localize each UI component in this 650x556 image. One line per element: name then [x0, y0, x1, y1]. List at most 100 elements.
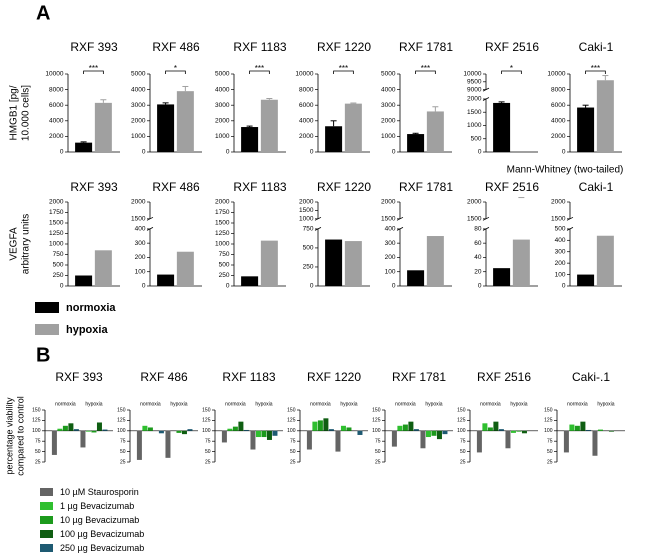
bar [505, 430, 511, 449]
group-label: hypoxia [170, 401, 187, 407]
panel-title: RXF 2516 [485, 180, 539, 194]
y-tick-label: 4000 [551, 118, 566, 125]
bar [165, 430, 171, 458]
y-tick-label: 4000 [49, 118, 64, 125]
y-tick-label: 400 [555, 237, 566, 244]
y-tick-label: 8000 [551, 86, 566, 93]
bar [243, 429, 249, 431]
y-tick-label: 2000 [49, 199, 64, 206]
y-tick-label: 200 [385, 254, 396, 261]
legend-swatch [40, 544, 53, 552]
y-tick-label: 150 [32, 407, 41, 413]
legend-label: 250 µg Bevacizumab [60, 543, 144, 553]
y-tick-label: 400 [385, 226, 396, 233]
panel-label: B [36, 344, 50, 366]
group-label: hypoxia [425, 401, 442, 407]
legend-swatch [40, 516, 53, 524]
bar [608, 430, 614, 432]
y-tick-label: 1000 [131, 133, 146, 140]
bar [325, 126, 343, 152]
group-label: hypoxia [255, 401, 272, 407]
bar [142, 425, 148, 431]
y-tick-label: 60 [474, 240, 482, 247]
y-tick-label: 0 [142, 149, 146, 156]
y-tick-label: 150 [287, 407, 296, 413]
bar [476, 430, 482, 453]
bar [62, 425, 68, 431]
y-tick-label: 1500 [49, 220, 64, 227]
bar [426, 111, 444, 152]
bar [85, 430, 91, 432]
y-tick-label: 125 [372, 418, 381, 424]
bar [241, 276, 259, 286]
bar [408, 421, 414, 431]
y-tick-label: 20 [474, 268, 482, 275]
y-tick-label: 125 [117, 418, 126, 424]
y-tick-label: 1500 [299, 207, 314, 214]
y-tick-label: 500 [555, 226, 566, 233]
y-tick-label: 4000 [381, 86, 396, 93]
y-tick-label: 150 [202, 407, 211, 413]
y-tick-label: 750 [53, 251, 64, 258]
group-label: normoxia [310, 401, 331, 407]
bar [312, 421, 318, 431]
y-tick-label: 0 [562, 149, 566, 156]
bar [272, 430, 278, 436]
bar [346, 427, 352, 431]
bar [232, 426, 238, 431]
y-tick-label: 1000 [381, 133, 396, 140]
bar [255, 430, 261, 438]
y-tick-label: 125 [32, 418, 41, 424]
y-tick-label: 500 [303, 245, 314, 252]
y-tick-label: 4000 [131, 86, 146, 93]
group-label: normoxia [225, 401, 246, 407]
y-tick-label: 3000 [131, 102, 146, 109]
y-tick-label: 100 [385, 268, 396, 275]
bar [577, 107, 595, 152]
y-tick-label: 75 [205, 439, 211, 445]
y-tick-label: 75 [290, 439, 296, 445]
bar [176, 91, 194, 152]
group-label: normoxia [480, 401, 501, 407]
y-tick-label: 1500 [215, 220, 230, 227]
y-tick-label: 50 [460, 449, 466, 455]
y-tick-label: 125 [457, 418, 466, 424]
panel-title: RXF 1220 [317, 40, 371, 54]
y-tick-label: 400 [135, 226, 146, 233]
legend-swatch [35, 324, 59, 335]
y-tick-label: 100 [32, 428, 41, 434]
bar [181, 430, 187, 435]
panel-title: RXF 486 [140, 370, 188, 384]
bar [521, 430, 527, 434]
bar [516, 430, 522, 432]
y-tick-label: 25 [35, 459, 41, 465]
bar [227, 428, 233, 431]
bar [596, 80, 614, 152]
bar [597, 429, 603, 431]
bar [596, 235, 614, 286]
y-tick-label: 1000 [299, 216, 314, 223]
y-tick-label: 300 [385, 240, 396, 247]
y-tick-label: 25 [460, 459, 466, 465]
y-tick-label: 2000 [131, 199, 146, 206]
y-tick-label: 300 [135, 240, 146, 247]
y-tick-label: 8000 [299, 86, 314, 93]
y-tick-label: 500 [219, 262, 230, 269]
annotation: Mann-Whitney (two-tailed) [507, 165, 624, 176]
y-tick-label: 150 [457, 407, 466, 413]
y-axis-label: HMGB1 [pg/ [9, 85, 20, 140]
y-tick-label: 40 [474, 254, 482, 261]
y-axis-label: percentage viability [4, 397, 14, 475]
y-tick-label: 5000 [131, 71, 146, 78]
panel-title: RXF 1183 [233, 180, 286, 194]
y-tick-label: 1000 [215, 133, 230, 140]
group-label: hypoxia [597, 401, 614, 407]
legend-swatch [40, 530, 53, 538]
y-tick-label: 6000 [49, 102, 64, 109]
panel-label: A [36, 2, 50, 24]
y-tick-label: 25 [120, 459, 126, 465]
y-tick-label: 3000 [381, 102, 396, 109]
y-tick-label: 1500 [467, 216, 482, 223]
bar [158, 430, 164, 434]
legend-label: 10 µg Bevacizumab [60, 515, 139, 525]
